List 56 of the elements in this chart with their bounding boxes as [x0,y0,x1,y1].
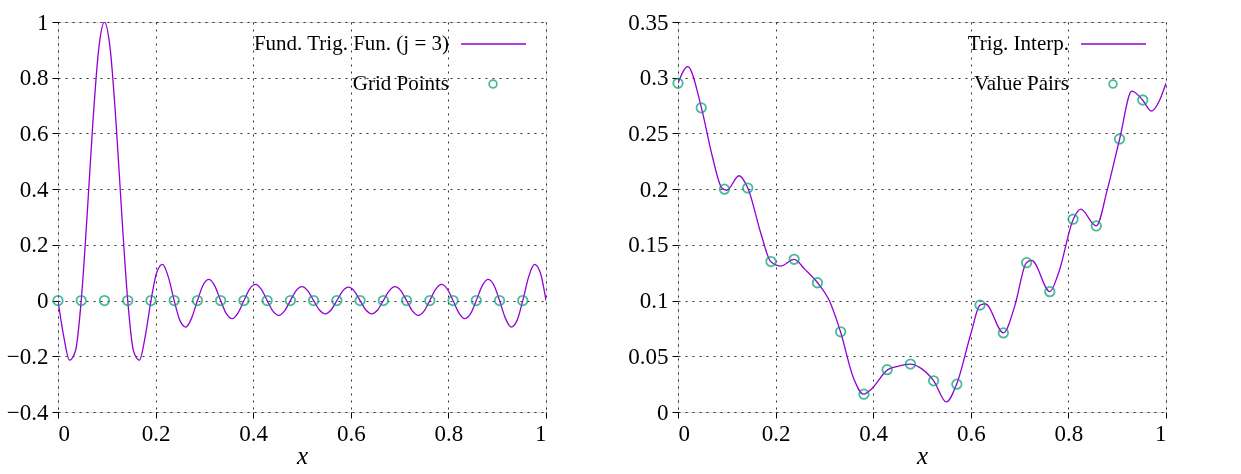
x-tick-label: 0.2 [761,420,791,446]
y-tick-label: −0.2 [6,343,49,369]
point [835,326,847,338]
point [788,253,800,265]
y-tick-label: 0.35 [628,9,669,35]
point [858,388,870,400]
y-tick-label: 0.25 [628,120,669,146]
y-tick-label: 0.2 [19,232,49,258]
y-tick-label: 0.8 [19,65,49,91]
x-tick-label: 0.4 [859,420,889,446]
point [765,255,777,268]
x-tick-label: 0.2 [141,420,171,446]
point [951,378,963,390]
point [1090,220,1102,232]
point [904,358,917,370]
x-tick-label: 0.4 [239,420,269,446]
y-tick-label: 0 [37,288,49,314]
point [811,277,824,289]
y-tick-label: 0.6 [19,120,49,146]
legend-label: Trig. Interp. [967,31,1069,55]
y-tick-label: −0.4 [6,399,49,425]
point [695,102,707,114]
x-tick-label: 0 [678,420,690,446]
x-tick-label: 0.8 [1054,420,1084,446]
point [742,182,754,194]
point [1067,213,1079,225]
y-tick-label: 0.4 [19,176,49,202]
line-series [678,65,1166,403]
y-tick-label: 0.05 [628,343,669,369]
point [881,364,893,376]
point [927,375,940,387]
point [718,183,731,195]
point [997,327,1009,339]
point [974,299,986,311]
y-tick-label: 0 [657,399,669,425]
y-tick-label: 1 [37,9,49,35]
point [672,77,684,89]
x-tick-label: 0.6 [336,420,366,446]
y-tick-label: 0.15 [628,232,669,258]
x-tick-label: 0.6 [956,420,986,446]
x-axis-title: x [915,441,929,469]
legend-label: Fund. Trig. Fun. (j = 3) [253,31,449,55]
point [1044,286,1056,298]
point [1020,257,1033,269]
y-tick-label: 0.3 [639,65,669,91]
y-tick-label: 0.2 [639,176,669,202]
legend-label: Grid Points [352,71,449,95]
x-tick-label: 1 [535,420,547,446]
point [1113,133,1126,145]
legend-label: Value Pairs [973,71,1069,95]
x-tick-label: 0.8 [434,420,464,446]
x-tick-label: 0 [58,420,70,446]
x-tick-label: 1 [1155,420,1167,446]
x-axis-title: x [295,441,309,469]
y-tick-label: 0.1 [639,288,669,314]
point [1137,94,1149,106]
